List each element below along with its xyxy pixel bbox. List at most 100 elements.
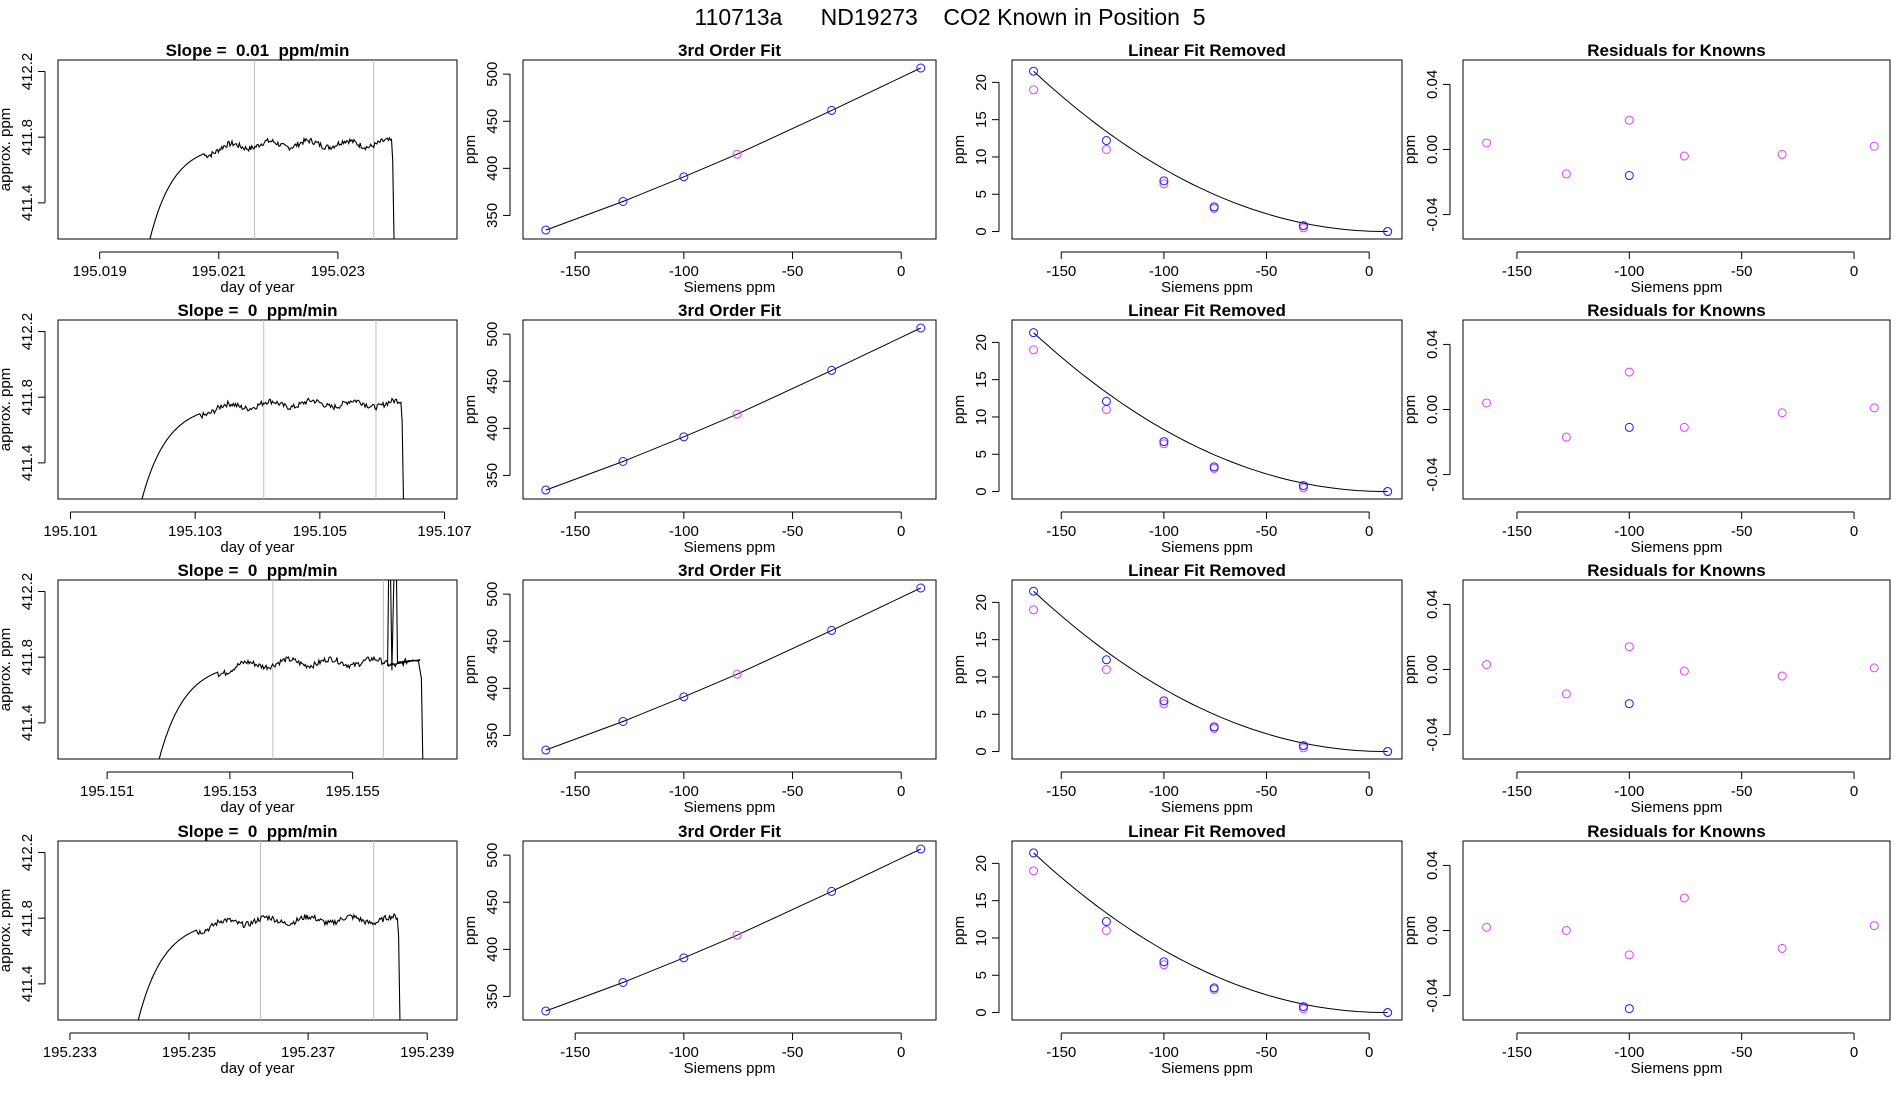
plot-area bbox=[1029, 848, 1393, 1018]
y-tick-label: 0.04 bbox=[1424, 330, 1441, 359]
data-point-magenta bbox=[1777, 408, 1787, 418]
panel-title: Residuals for Knowns bbox=[1587, 41, 1766, 60]
y-tick-label: 400 bbox=[484, 676, 501, 701]
concentration-trace bbox=[141, 397, 405, 499]
y-axis-label: ppm bbox=[1402, 655, 1419, 684]
panel-title: Linear Fit Removed bbox=[1128, 41, 1286, 60]
y-axis-label: ppm bbox=[1402, 135, 1419, 164]
panel-r4-fit: 3rd Order Fit -150 -100 -50 0 Siemens ppm 350 4… bbox=[462, 822, 937, 1077]
data-point-magenta bbox=[1679, 893, 1689, 903]
data-point-blue bbox=[1298, 221, 1308, 231]
data-point-magenta bbox=[1101, 405, 1111, 414]
x-tick-label: -100 bbox=[1149, 1044, 1179, 1061]
x-axis-label: Siemens ppm bbox=[1161, 799, 1253, 816]
data-point-magenta bbox=[1298, 483, 1308, 493]
y-tick-label: 412.2 bbox=[19, 834, 36, 872]
plot-frame bbox=[522, 59, 937, 240]
data-point-magenta bbox=[1679, 151, 1689, 161]
page-title: 110713a ND19273 CO2 Known in Position 5 bbox=[0, 4, 1900, 31]
x-axis-label: Siemens ppm bbox=[1161, 1060, 1253, 1077]
y-tick-label: 500 bbox=[484, 62, 501, 87]
y-axis-label: ppm bbox=[951, 135, 968, 164]
y-axis-label: ppm bbox=[951, 655, 968, 684]
y-tick-label: 500 bbox=[484, 322, 501, 347]
data-point-magenta bbox=[1029, 605, 1039, 615]
y-tick-label: 0.04 bbox=[1424, 851, 1441, 880]
data-point-blue bbox=[1298, 481, 1308, 491]
data-point-magenta bbox=[1777, 149, 1787, 159]
panel-r2-residuals: Residuals for Knowns -150 -100 -50 0 Siemens … bbox=[1402, 301, 1891, 556]
x-tick-label: -100 bbox=[669, 263, 699, 280]
plot-frame bbox=[522, 319, 937, 500]
data-point-blue bbox=[1383, 487, 1393, 497]
y-tick-label: 20 bbox=[973, 855, 990, 872]
y-tick-label: 5 bbox=[973, 710, 990, 718]
x-tick-label: 0 bbox=[1365, 1044, 1373, 1061]
y-tick-label: 450 bbox=[484, 369, 501, 394]
data-point-blue bbox=[1383, 227, 1393, 237]
x-tick-label: -100 bbox=[1614, 1044, 1644, 1061]
data-point-blue bbox=[1101, 136, 1111, 146]
x-tick-label: -100 bbox=[669, 1044, 699, 1061]
panel-title: Linear Fit Removed bbox=[1128, 822, 1286, 841]
plot-frame bbox=[522, 579, 937, 760]
plot-frame bbox=[57, 840, 458, 1021]
x-tick-label: 195.023 bbox=[311, 263, 365, 280]
data-point-magenta bbox=[1159, 699, 1169, 709]
plot-frame bbox=[1011, 59, 1403, 240]
panel-r1-linear_removed: Linear Fit Removed -150 -100 -50 0 Siemens pp… bbox=[951, 41, 1403, 296]
data-point-magenta bbox=[1482, 398, 1492, 408]
x-axis-label: Siemens ppm bbox=[1631, 539, 1723, 556]
y-tick-label: 0.00 bbox=[1424, 655, 1441, 684]
plot-area bbox=[1482, 367, 1879, 442]
y-tick-label: 350 bbox=[484, 984, 501, 1009]
y-tick-label: 350 bbox=[484, 463, 501, 488]
plot-frame bbox=[1462, 319, 1891, 500]
y-tick-label: 411.4 bbox=[19, 445, 36, 481]
y-axis-label: approx. ppm bbox=[0, 628, 14, 711]
x-tick-label: -150 bbox=[1502, 783, 1532, 800]
y-tick-label: 15 bbox=[973, 371, 990, 388]
y-axis-label: approx. ppm bbox=[0, 889, 14, 972]
panel-r2-trace: Slope = 0 ppm/min 195.101 195.103 195.105 19… bbox=[0, 301, 472, 556]
plot-area bbox=[541, 583, 926, 755]
y-tick-label: -0.04 bbox=[1424, 197, 1441, 231]
x-tick-label: -150 bbox=[1046, 783, 1076, 800]
x-tick-label: -50 bbox=[1731, 783, 1753, 800]
data-point-magenta bbox=[1298, 743, 1308, 753]
y-tick-label: -0.04 bbox=[1424, 978, 1441, 1012]
y-tick-label: 350 bbox=[484, 203, 501, 228]
x-axis-label: Siemens ppm bbox=[684, 1060, 776, 1077]
data-point-magenta bbox=[1679, 422, 1689, 432]
x-tick-label: -50 bbox=[1256, 263, 1278, 280]
y-axis-label: ppm bbox=[1402, 916, 1419, 945]
data-point-blue bbox=[1624, 699, 1634, 709]
x-tick-label: -150 bbox=[560, 1044, 590, 1061]
data-point-blue bbox=[1029, 66, 1039, 76]
x-tick-label: 0 bbox=[1850, 523, 1858, 540]
plot-frame bbox=[57, 59, 458, 240]
y-axis-label: ppm bbox=[951, 395, 968, 424]
x-tick-label: -50 bbox=[782, 523, 804, 540]
data-point-magenta bbox=[1101, 145, 1111, 154]
data-point-blue bbox=[541, 745, 551, 755]
x-tick-label: -50 bbox=[1256, 783, 1278, 800]
fit-curve bbox=[1033, 70, 1388, 232]
panel-r2-fit: 3rd Order Fit -150 -100 -50 0 Siemens ppm 350 4… bbox=[462, 301, 937, 556]
data-point-magenta bbox=[732, 930, 742, 940]
data-point-magenta bbox=[1159, 179, 1169, 189]
plot-frame bbox=[1462, 579, 1891, 760]
plot-area bbox=[158, 580, 424, 759]
data-point-blue bbox=[541, 1006, 551, 1016]
data-point-blue bbox=[1209, 983, 1219, 993]
x-axis-label: Siemens ppm bbox=[1631, 279, 1723, 296]
fit-curve bbox=[1033, 332, 1388, 492]
x-tick-label: -150 bbox=[560, 523, 590, 540]
x-axis-label: day of year bbox=[220, 1060, 294, 1077]
x-tick-label: -50 bbox=[1256, 1044, 1278, 1061]
y-axis-label: ppm bbox=[462, 395, 479, 424]
data-point-magenta bbox=[1624, 367, 1634, 377]
y-axis-label: approx. ppm bbox=[0, 108, 14, 191]
data-point-magenta bbox=[1869, 141, 1879, 151]
x-tick-label: 195.155 bbox=[326, 783, 380, 800]
